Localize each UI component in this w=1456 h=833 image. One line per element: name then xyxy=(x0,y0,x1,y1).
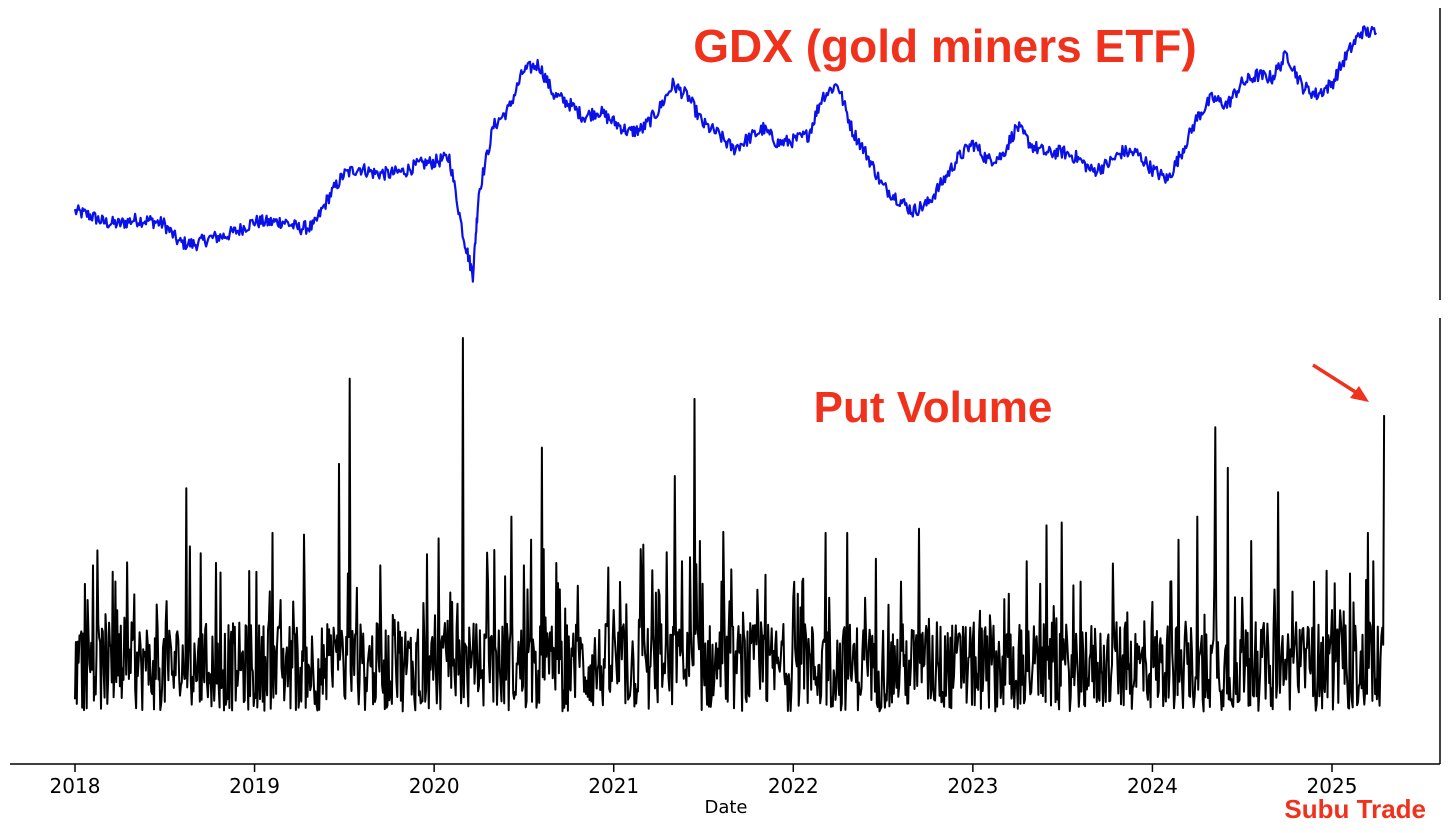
put-volume-panel: 2018 2019 2020 2021 2022 2023 2024 2025 xyxy=(10,318,1441,798)
x-tick-label-2018: 2018 xyxy=(50,774,101,798)
put-volume-series-line xyxy=(74,337,1386,713)
arrow-annotation xyxy=(1312,363,1369,402)
gdx-annotation: GDX (gold miners ETF) xyxy=(693,20,1196,72)
x-axis-title: Date xyxy=(704,797,747,818)
x-tick-label-2023: 2023 xyxy=(947,774,998,798)
x-axis-ticks: 2018 2019 2020 2021 2022 2023 2024 2025 xyxy=(50,764,1358,798)
arrow-shaft xyxy=(1312,363,1358,395)
watermark-subu-trade: Subu Trade xyxy=(1284,794,1426,824)
x-tick-label-2025: 2025 xyxy=(1307,774,1358,798)
x-tick-label-2024: 2024 xyxy=(1127,774,1178,798)
x-tick-label-2019: 2019 xyxy=(229,774,280,798)
x-tick-label-2022: 2022 xyxy=(768,774,819,798)
x-tick-label-2020: 2020 xyxy=(409,774,460,798)
arrow-head-icon xyxy=(1350,386,1369,402)
gdx-series-line xyxy=(73,25,1378,283)
gdx-panel xyxy=(73,8,1441,300)
put-volume-annotation: Put Volume xyxy=(814,383,1053,432)
x-tick-label-2021: 2021 xyxy=(588,774,639,798)
